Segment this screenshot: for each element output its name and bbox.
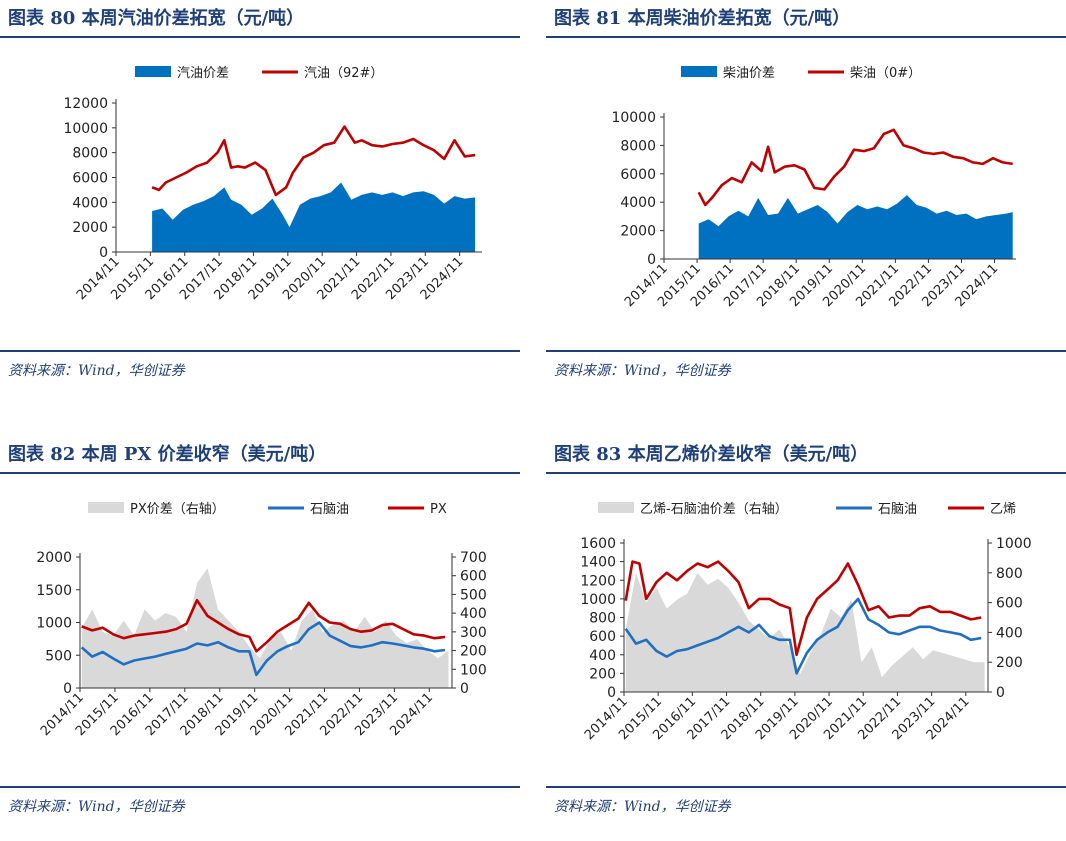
y-tick-label: 1000 [580, 592, 616, 608]
series-line-柴油（0#） [697, 128, 1013, 207]
y-tick-label: 8000 [620, 138, 656, 154]
series-area-柴油价差 [698, 195, 1013, 259]
chart-diesel-spread: 柴油价差 柴油（0#）02000400060008000100002014/112… [611, 66, 1016, 310]
y-tick-label: 0 [607, 685, 616, 701]
legend-label: 柴油（0#） [850, 66, 921, 81]
series-area-乙烯-石脑油价差（右轴） [625, 572, 985, 692]
source-note: 资料来源：Wind，华创证券 [554, 363, 731, 379]
y2-tick-label: 700 [460, 550, 487, 566]
y-tick-label: 4000 [72, 195, 108, 211]
y2-tick-label: 300 [460, 625, 487, 641]
legend-label: 柴油价差 [723, 66, 775, 81]
y2-tick-label: 400 [460, 606, 487, 622]
legend-label: 汽油（92#） [304, 66, 383, 81]
y-tick-label: 1400 [580, 555, 616, 571]
y-tick-label: 600 [589, 629, 616, 645]
legend-label: 石脑油 [878, 502, 917, 517]
chart-title: 图表 83 本周乙烯价差收窄（美元/吨） [554, 444, 869, 465]
legend-label: PX [430, 502, 447, 517]
y-tick-label: 10000 [611, 110, 656, 126]
y-tick-label: 1600 [580, 536, 616, 552]
y2-tick-label: 100 [460, 662, 487, 678]
y-tick-label: 6000 [72, 171, 108, 187]
series-line-PX [81, 598, 446, 653]
y2-tick-label: 400 [996, 625, 1023, 641]
y-tick-label: 4000 [620, 195, 656, 211]
y-tick-label: 2000 [36, 550, 72, 566]
source-rule [546, 350, 1066, 352]
source-note: 资料来源：Wind，华创证券 [8, 799, 185, 815]
y2-tick-label: 200 [996, 655, 1023, 671]
legend-label: 乙烯-石脑油价差（右轴） [640, 502, 788, 517]
legend-label: 石脑油 [310, 502, 349, 517]
source-note: 资料来源：Wind，华创证券 [8, 363, 185, 379]
y-tick-label: 8000 [72, 146, 108, 162]
source-rule [0, 350, 520, 352]
y2-tick-label: 0 [996, 685, 1005, 701]
source-note: 资料来源：Wind，华创证券 [554, 799, 731, 815]
y2-tick-label: 600 [460, 569, 487, 585]
y-tick-label: 1000 [36, 616, 72, 632]
series-line-汽油（92#） [151, 125, 476, 197]
y-tick-label: 1200 [580, 573, 616, 589]
y-tick-label: 2000 [72, 220, 108, 236]
y-tick-label: 800 [589, 611, 616, 627]
y-tick-label: 6000 [620, 167, 656, 183]
y-tick-label: 12000 [63, 96, 108, 112]
y2-tick-label: 500 [460, 587, 487, 603]
y-tick-label: 1500 [36, 583, 72, 599]
y-tick-label: 0 [647, 252, 656, 268]
y-tick-label: 500 [45, 648, 72, 664]
legend-swatch-area [88, 502, 124, 513]
title-rule [0, 472, 520, 474]
chart-px-spread: PX价差（右轴） 石脑油 PX 0 500 1000 1500 2000 0 100 200 300 4… [36, 502, 487, 739]
chart-panel-80: 图表 80 本周汽油价差拓宽（元/吨） 汽油价差 汽油（92#） 0 2000 4000… [0, 0, 520, 405]
legend-label: 汽油价差 [177, 66, 229, 81]
y2-tick-label: 800 [996, 566, 1023, 582]
y-tick-label: 10000 [63, 121, 108, 137]
series-area-PX价差（右轴） [81, 568, 449, 688]
legend-swatch-area [598, 502, 634, 513]
y-tick-label: 200 [589, 666, 616, 682]
y2-tick-label: 200 [460, 644, 487, 660]
y2-tick-label: 1000 [996, 536, 1032, 552]
title-rule [546, 36, 1066, 38]
series-line-乙烯 [624, 560, 982, 657]
series-line-石脑油 [624, 597, 982, 675]
y-tick-label: 0 [63, 681, 72, 697]
legend-label: 乙烯 [990, 502, 1016, 517]
legend-swatch-area [135, 66, 171, 77]
legend-swatch-area [681, 66, 717, 77]
chart-ethylene-spread: 乙烯-石脑油价差（右轴） 石脑油 乙烯 0 200 400 600 800 1000 1200 14… [580, 502, 1032, 743]
chart-title: 图表 80 本周汽油价差拓宽（元/吨） [8, 8, 305, 29]
y2-tick-label: 600 [996, 596, 1023, 612]
series-area-汽油价差 [152, 182, 476, 252]
chart-title: 图表 82 本周 PX 价差收窄（美元/吨） [8, 444, 327, 465]
source-rule [0, 786, 520, 788]
chart-panel-81: 图表 81 本周柴油价差拓宽（元/吨） 柴油价差 柴油（0#） 0 2000 4000 6… [546, 0, 1066, 405]
y2-tick-label: 0 [460, 681, 469, 697]
y-tick-label: 2000 [620, 224, 656, 240]
chart-panel-83: 图表 83 本周乙烯价差收窄（美元/吨） 乙烯-石脑油价差（右轴） 石脑油 乙烯 0 2… [546, 436, 1066, 841]
chart-panel-82: 图表 82 本周 PX 价差收窄（美元/吨） PX价差（右轴） 石脑油 PX 0 500… [0, 436, 520, 841]
source-rule [546, 786, 1066, 788]
title-rule [546, 472, 1066, 474]
y-tick-label: 400 [589, 648, 616, 664]
y-tick-label: 0 [99, 245, 108, 261]
legend-label: PX价差（右轴） [130, 502, 225, 517]
chart-title: 图表 81 本周柴油价差拓宽（元/吨） [554, 8, 851, 29]
series-line-石脑油 [80, 621, 446, 677]
chart-gasoline-spread: 汽油价差 汽油（92#）02000400060008000100001200020… [63, 66, 482, 303]
title-rule [0, 36, 520, 38]
